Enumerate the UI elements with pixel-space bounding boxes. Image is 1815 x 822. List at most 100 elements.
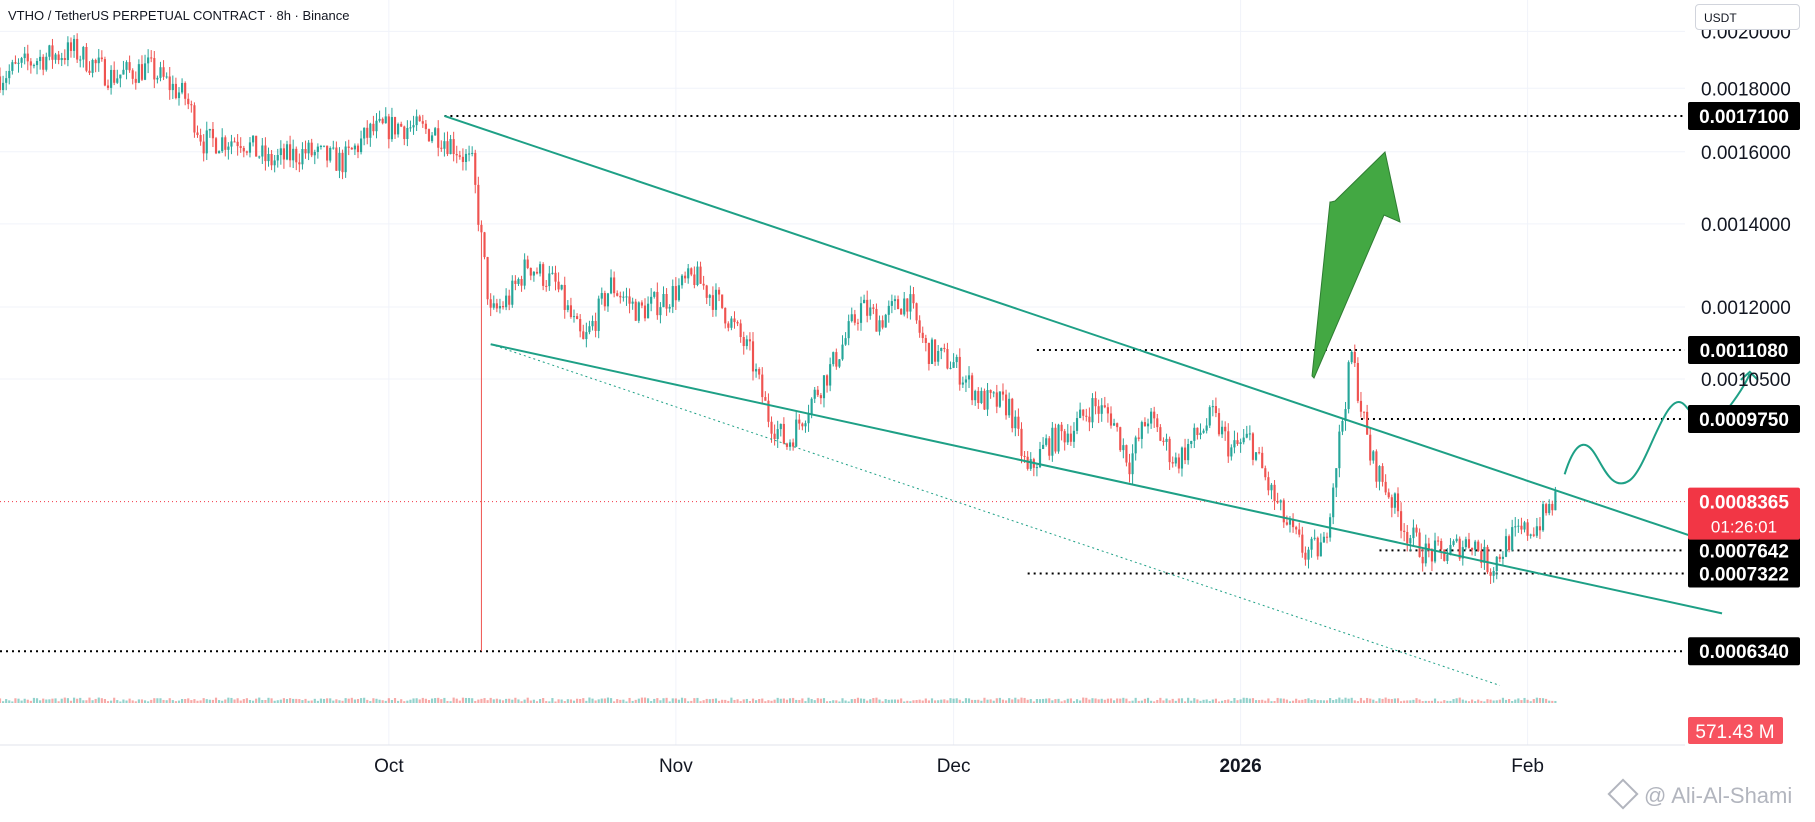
time-axis-tick: Dec — [937, 756, 971, 777]
candle-body — [903, 298, 906, 315]
volume-bar — [159, 698, 162, 703]
candle-body — [1217, 413, 1221, 435]
volume-bar — [1134, 697, 1137, 703]
candle-body — [329, 147, 332, 161]
volume-bar — [326, 698, 329, 703]
candle-body — [1177, 457, 1180, 469]
candle-body — [1156, 418, 1159, 428]
candle-body — [162, 67, 165, 77]
level-label: 0.0007322 — [1699, 565, 1789, 586]
candle-body — [285, 144, 289, 160]
volume-bar — [702, 700, 705, 703]
candle-body — [310, 142, 313, 156]
volume-bar — [1396, 698, 1400, 703]
volume-bar — [788, 698, 792, 703]
volume-bar — [866, 700, 869, 703]
volume-bar — [1125, 698, 1128, 703]
volume-bar — [1029, 699, 1032, 703]
candle-body — [1403, 530, 1406, 532]
candle-body — [801, 423, 804, 427]
candle-body — [409, 127, 412, 129]
candle-body — [1384, 481, 1387, 493]
candle-body — [69, 42, 73, 51]
candle-body — [344, 146, 347, 173]
level-label-bg — [1688, 101, 1800, 130]
volume-bar — [1060, 701, 1063, 703]
volume-bar — [1529, 701, 1532, 703]
volume-bar — [1066, 698, 1069, 703]
volume-bar — [1341, 699, 1344, 703]
candle-body — [1134, 437, 1137, 454]
volume-bar — [1261, 699, 1264, 703]
current-price-label: 0.0008365 — [1699, 493, 1789, 514]
candle-body — [1264, 468, 1267, 478]
candle-body — [1128, 462, 1131, 475]
volume-bar — [1464, 700, 1467, 703]
volume-bar — [1424, 700, 1427, 703]
candle-body — [622, 296, 625, 298]
candle-body — [498, 306, 502, 309]
candle-body — [785, 443, 789, 447]
volume-bar — [131, 700, 134, 703]
volume-bar — [82, 700, 85, 703]
volume-bar — [1023, 697, 1026, 703]
candle-body — [1458, 538, 1461, 559]
volume-bar — [106, 701, 110, 703]
volume-bar — [1227, 699, 1230, 703]
candle-body — [545, 285, 548, 287]
volume-bar — [125, 700, 128, 703]
candle-body — [983, 390, 986, 410]
candle-body — [245, 151, 248, 153]
candle-body — [761, 374, 764, 398]
volume-bar — [566, 699, 569, 703]
candle-body — [282, 148, 285, 160]
candle-body — [619, 295, 622, 298]
volume-bar — [730, 697, 733, 703]
volume-bar — [248, 699, 252, 703]
volume-bar — [1538, 698, 1542, 703]
candle-body — [264, 145, 267, 162]
volume-bar — [758, 699, 761, 703]
volume-bar — [597, 699, 600, 703]
volume-bar — [554, 701, 557, 703]
candle-body — [393, 117, 397, 135]
candle-body — [372, 123, 375, 132]
current-price-label-bg — [1688, 487, 1800, 540]
level-label-bg — [1688, 637, 1800, 666]
volume-bar — [400, 699, 403, 703]
candle-body — [1304, 552, 1307, 560]
volume-bar — [1356, 701, 1359, 703]
candle-body — [110, 69, 113, 88]
candle-body — [755, 368, 758, 372]
volume-bar — [835, 700, 838, 703]
currency-selector[interactable]: USDT — [1695, 4, 1800, 30]
volume-bar — [458, 700, 461, 703]
price-axis[interactable]: 0.00200000.00180000.00160000.00140000.00… — [1701, 22, 1791, 391]
candle-body — [1504, 536, 1508, 557]
candle-body — [486, 257, 489, 300]
volume-bar — [971, 699, 974, 703]
volume-bar — [1045, 698, 1048, 703]
volume-bar — [1344, 697, 1347, 703]
volume-bar — [520, 701, 523, 703]
candle-body — [1097, 406, 1100, 414]
candle-body — [912, 294, 915, 304]
candle-body — [42, 56, 45, 70]
candle-body — [591, 320, 594, 327]
time-axis[interactable]: Oct Nov Dec 2026 Feb — [374, 756, 1544, 777]
volume-bar — [1285, 699, 1288, 703]
candle-body — [1168, 438, 1171, 463]
volume-bar — [955, 698, 958, 703]
candle-body — [196, 132, 199, 136]
volume-bar — [511, 699, 514, 703]
candle-body — [1474, 541, 1477, 550]
volume-bar — [91, 700, 94, 703]
volume-bar — [1452, 699, 1455, 703]
tradingview-logo-icon — [1607, 778, 1639, 810]
volume-bar — [1412, 699, 1415, 703]
volume-bar — [557, 699, 560, 703]
candle-body — [505, 295, 508, 308]
candle-body — [403, 126, 406, 139]
candle-body — [1418, 532, 1421, 557]
